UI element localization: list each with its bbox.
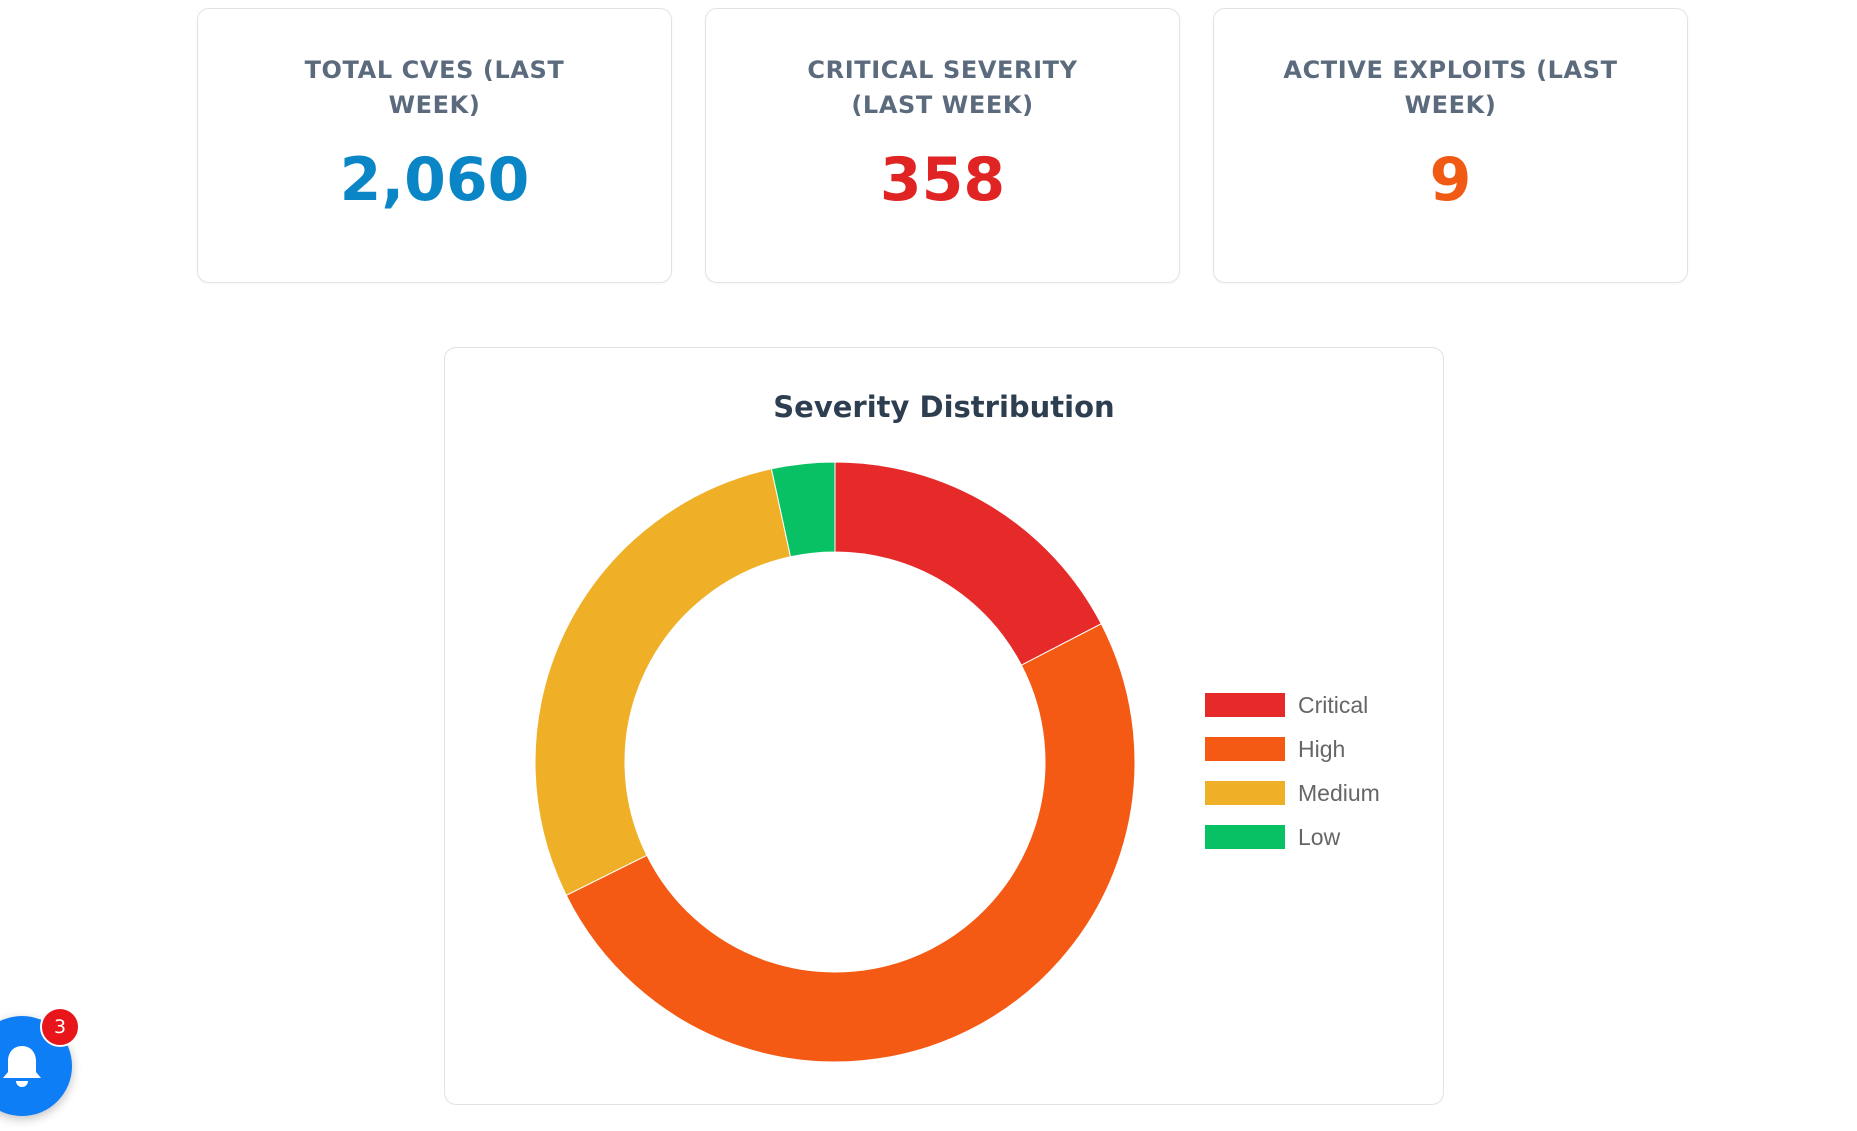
stat-card-critical-severity: CRITICAL SEVERITY (LAST WEEK) 358 — [705, 8, 1180, 283]
legend-label: High — [1298, 735, 1346, 762]
bell-icon — [3, 1046, 41, 1087]
legend-label: Low — [1298, 823, 1341, 850]
legend-swatch — [1205, 737, 1285, 761]
severity-distribution-card: Severity Distribution Critical High Medium… — [444, 347, 1444, 1105]
chart-legend: Critical High Medium Low — [1205, 683, 1380, 859]
legend-item-critical[interactable]: Critical — [1205, 683, 1380, 727]
legend-swatch — [1205, 781, 1285, 805]
stat-card-total-cves: TOTAL CVES (LAST WEEK) 2,060 — [197, 8, 672, 283]
legend-label: Critical — [1298, 691, 1369, 718]
legend-item-low[interactable]: Low — [1205, 815, 1380, 859]
legend-swatch — [1205, 693, 1285, 717]
donut-slice-critical[interactable] — [834, 461, 1102, 666]
donut-slice-medium[interactable] — [534, 468, 792, 897]
stat-value: 9 — [1429, 145, 1472, 215]
legend-label: Medium — [1298, 779, 1380, 806]
stat-title: ACTIVE EXPLOITS (LAST WEEK) — [1283, 56, 1618, 119]
legend-item-medium[interactable]: Medium — [1205, 771, 1380, 815]
stat-card-active-exploits: ACTIVE EXPLOITS (LAST WEEK) 9 — [1213, 8, 1688, 283]
notification-count-badge: 3 — [40, 1007, 80, 1047]
donut-slice-low[interactable] — [770, 461, 836, 558]
stat-title: CRITICAL SEVERITY (LAST WEEK) — [807, 56, 1078, 119]
stat-title: TOTAL CVES (LAST WEEK) — [304, 56, 565, 119]
legend-item-high[interactable]: High — [1205, 727, 1380, 771]
stat-value: 358 — [879, 145, 1006, 215]
severity-donut-chart — [534, 461, 1136, 1063]
stat-value: 2,060 — [339, 145, 530, 215]
donut-slice-high[interactable] — [565, 623, 1136, 1063]
chart-title: Severity Distribution — [773, 390, 1115, 424]
legend-swatch — [1205, 825, 1285, 849]
